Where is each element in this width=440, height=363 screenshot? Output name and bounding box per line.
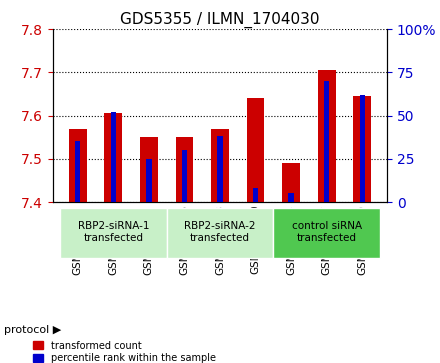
Bar — [104, 113, 122, 202]
Bar — [318, 70, 336, 202]
Bar — [247, 98, 264, 202]
Bar — [217, 136, 223, 202]
Bar — [69, 129, 87, 202]
Bar — [353, 96, 371, 202]
Text: control siRNA
transfected: control siRNA transfected — [292, 221, 362, 242]
Bar — [182, 150, 187, 202]
Bar — [289, 193, 294, 202]
Text: protocol ▶: protocol ▶ — [4, 325, 62, 335]
Title: GDS5355 / ILMN_1704030: GDS5355 / ILMN_1704030 — [120, 12, 320, 28]
FancyBboxPatch shape — [273, 208, 380, 258]
Bar — [176, 137, 193, 202]
Bar — [110, 112, 116, 202]
FancyBboxPatch shape — [60, 208, 167, 258]
Bar — [140, 137, 158, 202]
FancyBboxPatch shape — [167, 208, 273, 258]
Text: RBP2-siRNA-1
transfected: RBP2-siRNA-1 transfected — [77, 221, 149, 242]
Bar — [146, 159, 151, 202]
Bar — [253, 188, 258, 202]
Bar — [75, 142, 81, 202]
Bar — [359, 95, 365, 202]
Text: RBP2-siRNA-2
transfected: RBP2-siRNA-2 transfected — [184, 221, 256, 242]
Bar — [324, 81, 330, 202]
Bar — [282, 163, 300, 202]
Bar — [211, 129, 229, 202]
Legend: transformed count, percentile rank within the sample: transformed count, percentile rank withi… — [31, 339, 218, 363]
